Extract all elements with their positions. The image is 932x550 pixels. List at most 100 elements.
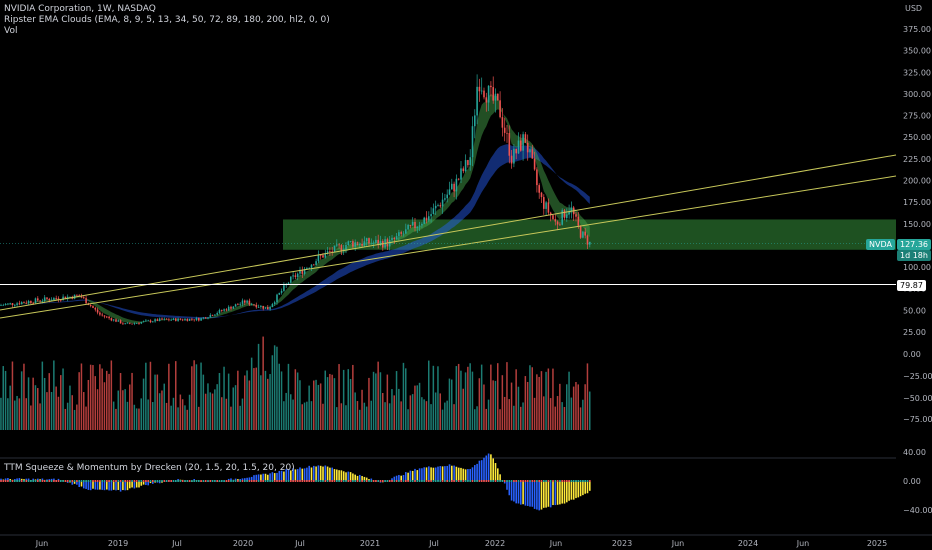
volume-bar [269,374,271,430]
volume-bar [480,364,483,430]
candle-body [368,238,370,244]
squeeze-dot [402,480,405,482]
volume-bar [451,379,453,430]
price-tick-label: 25.00 [903,328,926,337]
volume-bar [494,380,497,430]
candle-body [434,205,437,209]
volume-indicator-label[interactable]: Vol [4,26,18,36]
volume-bar [283,401,285,430]
squeeze-dot [14,480,16,482]
momentum-bar [117,481,120,490]
candle-body [361,243,363,246]
momentum-bar [416,470,419,481]
time-tick-label: Jun [35,539,49,548]
momentum-bar [342,471,345,481]
candle-body [83,297,85,299]
squeeze-dot [96,480,99,482]
momentum-bar [133,481,136,489]
squeeze-dot [577,480,580,482]
momentum-bar [439,466,442,481]
candle-body [326,251,329,254]
squeeze-dot [117,480,120,482]
squeeze-dot [572,480,575,482]
squeeze-dot [55,480,57,482]
squeeze-dot [540,480,543,482]
volume-bar [423,399,425,430]
squeeze-dot [457,480,460,482]
squeeze-dot [428,480,430,482]
candle-body [239,303,241,305]
squeeze-dot [529,480,531,482]
volume-bar [393,395,395,430]
candle-body [175,318,177,321]
volume-bar [437,366,439,430]
candle-body [469,157,471,166]
volume-bar [345,405,347,430]
squeeze-dot [469,480,471,482]
momentum-bar [78,481,80,488]
squeeze-dot [306,480,308,482]
volume-bar [225,398,228,430]
volume-bar [202,374,205,430]
momentum-bar [586,481,589,494]
squeeze-dot [370,480,373,482]
momentum-bar [131,481,133,488]
squeeze-dot [497,480,499,482]
squeeze-dot [66,480,69,482]
momentum-bar [299,467,301,481]
candle-body [411,221,414,226]
candle-body [379,241,382,246]
volume-bar [365,406,368,430]
squeeze-dot [154,480,156,482]
ema-cloud-indicator-label[interactable]: Ripster EMA Clouds (EMA, 8, 9, 5, 13, 34… [4,15,330,25]
candle-body [391,237,393,241]
candle-body [43,297,46,301]
volume-bar [531,367,533,430]
squeeze-dot [60,480,62,482]
volume-bar [439,393,441,430]
candle-body [260,305,262,307]
volume-bar [237,370,239,430]
momentum-bar [471,467,474,481]
momentum-bar [395,475,398,481]
momentum-bar [260,474,262,481]
squeeze-dot [345,480,347,482]
squeeze-dot [103,480,106,482]
volume-bar [333,378,336,430]
momentum-bar [230,478,232,481]
squeeze-dot [315,480,317,482]
squeeze-dot [338,480,340,482]
volume-bar [20,371,23,430]
volume-bar [57,396,60,430]
squeeze-dot [234,480,237,482]
volume-bar [230,406,232,430]
horizontal-level-badge[interactable]: 79.87 [897,280,926,291]
momentum-bar [533,481,536,509]
momentum-bar [478,460,481,481]
candle-body [529,149,531,153]
candle-body [568,211,570,215]
momentum-bar [487,453,490,481]
squeeze-dot [179,480,182,482]
candle-body [306,267,308,269]
candle-body [506,132,508,134]
volume-bar [18,398,21,430]
candle-body [92,306,94,308]
volume-bar [554,406,556,430]
momentum-bar [285,469,287,481]
volume-bar [80,363,83,430]
momentum-bar [563,481,566,504]
momentum-bar [460,467,462,481]
candle-body [234,304,237,307]
squeeze-dot [152,480,154,482]
momentum-bar [582,481,584,496]
momentum-bar [437,466,439,481]
momentum-bar [227,478,230,481]
momentum-bar [255,474,258,481]
ttm-squeeze-indicator-label[interactable]: TTM Squeeze & Momentum by Drecken (20, 1… [4,463,295,473]
candle-body [547,202,550,213]
squeeze-dot [191,480,193,482]
volume-bar [490,364,492,430]
squeeze-dot [147,480,149,482]
